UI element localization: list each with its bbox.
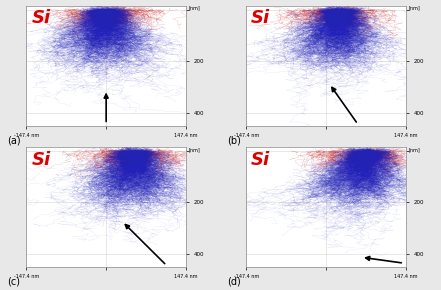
Text: (c): (c) xyxy=(7,276,20,287)
Text: Si: Si xyxy=(31,9,50,27)
Text: [nm]: [nm] xyxy=(409,6,421,11)
Text: [nm]: [nm] xyxy=(189,6,201,11)
Text: [nm]: [nm] xyxy=(189,147,201,152)
Text: [nm]: [nm] xyxy=(409,147,421,152)
Text: Si: Si xyxy=(251,9,270,27)
Text: Si: Si xyxy=(31,151,50,169)
Text: (a): (a) xyxy=(7,135,21,145)
Text: (d): (d) xyxy=(227,276,241,287)
Text: Si: Si xyxy=(251,151,270,169)
Text: (b): (b) xyxy=(227,135,241,145)
